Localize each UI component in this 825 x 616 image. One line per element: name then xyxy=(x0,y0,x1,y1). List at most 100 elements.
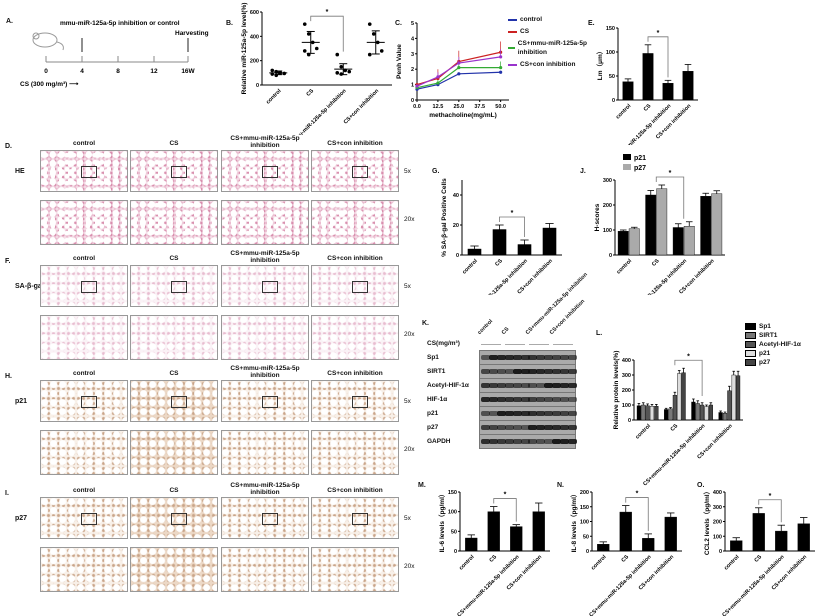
panel-label-n: N. xyxy=(557,482,564,489)
zoom-region-box xyxy=(171,281,187,293)
data-point xyxy=(335,52,340,57)
zoom-region-box xyxy=(352,513,368,525)
data-point xyxy=(499,70,503,74)
x-tick-label: 37.5 xyxy=(474,104,485,110)
zoom-region-box xyxy=(81,281,97,293)
y-tick-label: 50 xyxy=(583,534,589,540)
x-tick-label: control xyxy=(615,103,633,121)
zoom-region-box xyxy=(262,396,278,408)
micrograph-20x xyxy=(311,200,399,245)
micrograph-20x xyxy=(130,200,218,245)
timeline-diagram: 0 4 8 12 16W mmu-miR-125a-5p inhibition or c… xyxy=(20,20,209,88)
protein-band xyxy=(567,369,577,374)
bar xyxy=(517,244,532,256)
protein-band xyxy=(567,355,577,360)
bar xyxy=(731,374,736,421)
x-tick-label: CS+mmu-miR-125a-5p inhibition xyxy=(608,103,673,145)
protein-band xyxy=(488,439,498,444)
bar xyxy=(487,511,500,552)
protein-band xyxy=(528,411,538,416)
x-axis-label: methacholine(mg/mL) xyxy=(429,112,497,119)
lane-label: CS xyxy=(500,326,511,336)
micrograph-5x xyxy=(40,497,128,539)
significance-marker: * xyxy=(687,353,690,360)
protein-band xyxy=(544,397,554,402)
data-point xyxy=(347,69,352,74)
zoom-region-box xyxy=(81,513,97,525)
y-tick-label: 0 xyxy=(609,253,612,259)
zoom-region-box xyxy=(262,281,278,293)
x-tick-label: CS xyxy=(670,423,680,433)
micrograph-5x xyxy=(221,497,309,539)
legend-item: Sp1 xyxy=(745,322,801,331)
micrograph-5x xyxy=(311,497,399,539)
x-tick-label: CS xyxy=(306,88,316,98)
bar xyxy=(672,227,684,256)
bar xyxy=(649,405,655,421)
protein-band xyxy=(481,439,490,444)
bar xyxy=(636,405,641,421)
panel-label-k: K. xyxy=(422,320,429,327)
group-label: CS+con inhibition xyxy=(327,370,383,377)
bar xyxy=(683,226,695,256)
group-label: control xyxy=(72,487,96,494)
group-label: CS+con inhibition xyxy=(327,140,383,147)
legend-item: CS+mmu-miR-125a-5p inhibition xyxy=(508,39,593,57)
bar xyxy=(645,405,650,421)
y-tick-label: 40 xyxy=(453,193,459,199)
group-label: CS+mmu-miR-125a-5p inhibition xyxy=(230,250,300,264)
timeline-tick-label: 16W xyxy=(181,68,195,75)
protein-band xyxy=(512,397,522,402)
group-label: CS+con inhibition xyxy=(327,487,383,494)
protein-band xyxy=(560,383,569,388)
timeline-tick-label: 12 xyxy=(150,68,158,75)
timeline-tick-label: 4 xyxy=(80,68,84,75)
panel-label-f: F. xyxy=(5,258,11,265)
y-axis-label: % SA-β-gal Positive Cells xyxy=(441,178,448,257)
y-tick-label: 600 xyxy=(250,10,259,16)
micrograph-20x xyxy=(130,315,218,360)
protein-band xyxy=(544,439,554,444)
protein-band xyxy=(504,439,514,444)
x-tick-label: control xyxy=(461,258,479,276)
harvest-label: Harvesting xyxy=(175,30,209,37)
bar xyxy=(654,405,659,421)
lane-underline xyxy=(529,344,549,345)
micrograph-5x xyxy=(130,150,218,192)
x-tick-label: CS+con inhibition xyxy=(343,88,381,126)
significance-bracket xyxy=(758,499,782,523)
stain-label: HE xyxy=(15,168,25,175)
bar xyxy=(656,188,668,256)
bar xyxy=(775,530,788,552)
legend-label: SIRT1 xyxy=(759,332,778,339)
legend-label: p27 xyxy=(759,359,771,366)
x-tick-label: CS+mmu-miR-125a-5p inhibition xyxy=(283,88,348,135)
bar xyxy=(492,229,507,256)
zoom-region-box xyxy=(352,396,368,408)
protein-band xyxy=(481,397,490,402)
magnification-label: 20x xyxy=(404,331,415,338)
bar xyxy=(617,231,629,256)
protein-band xyxy=(560,439,569,444)
protein-band xyxy=(496,425,506,430)
protein-band xyxy=(536,439,546,444)
y-tick-label: 50 xyxy=(609,74,615,80)
panel-label-i: I. xyxy=(5,490,9,497)
protein-band xyxy=(520,383,530,388)
y-tick-label: 200 xyxy=(713,520,722,526)
protein-label: Sp1 xyxy=(427,354,439,361)
protein-band xyxy=(504,425,514,430)
micrograph-20x xyxy=(130,430,218,475)
protein-band xyxy=(528,369,538,374)
micrograph-5x xyxy=(40,150,128,192)
protein-band xyxy=(560,397,569,402)
significance-bracket xyxy=(647,36,669,78)
micrograph-20x xyxy=(40,200,128,245)
protein-band xyxy=(560,425,569,430)
magnification-label: 20x xyxy=(404,216,415,223)
significance-bracket xyxy=(655,176,685,219)
y-tick-label: 300 xyxy=(622,373,631,379)
panel-label-e: E. xyxy=(588,20,595,27)
bar xyxy=(642,538,655,552)
magnification-label: 5x xyxy=(404,168,411,175)
